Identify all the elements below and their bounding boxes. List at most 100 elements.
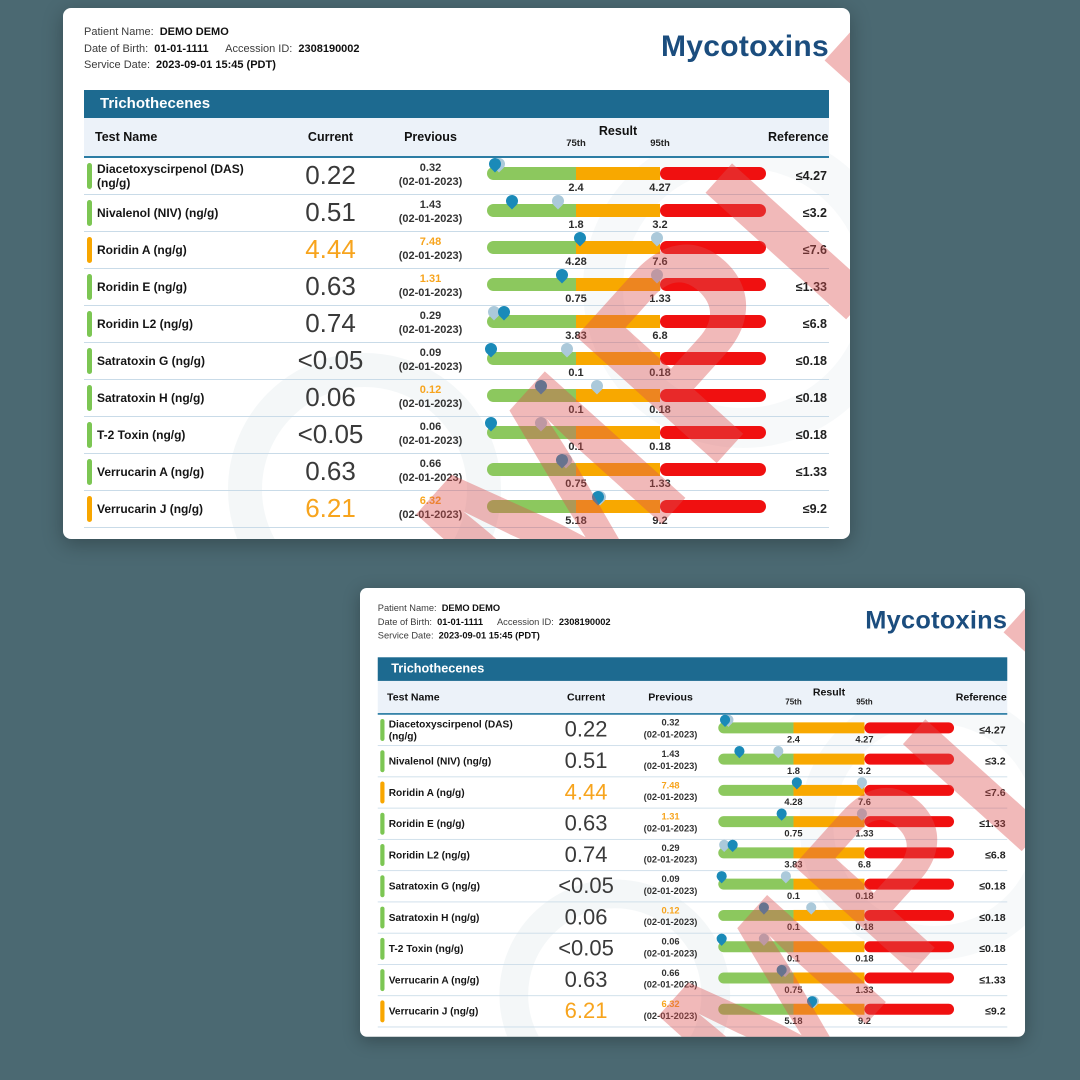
- status-pill: [380, 718, 385, 741]
- test-name-cell: T-2 Toxin (ng/g): [84, 417, 278, 453]
- p95-threshold-value: 6.8: [652, 329, 668, 342]
- result-scale-bar: [718, 972, 955, 984]
- p75-threshold-value: 3.83: [565, 329, 587, 342]
- scale-green-segment: [718, 940, 794, 952]
- result-scale-bar: [487, 499, 766, 513]
- current-value: <0.05: [558, 935, 614, 961]
- previous-value: 1.31: [419, 273, 442, 285]
- result-scale-cell: 4.28 7.6: [478, 229, 768, 268]
- result-scale-bar: [487, 240, 766, 254]
- status-pill: [87, 199, 92, 226]
- table-row: Diacetoxyscirpenol (DAS) (ng/g) 0.22 0.32(…: [377, 712, 1008, 746]
- previous-value: 0.12: [661, 905, 680, 916]
- test-name-cell: Satratoxin H (ng/g): [378, 902, 542, 932]
- previous-value: 0.12: [419, 384, 442, 396]
- p95-threshold-value: 0.18: [649, 366, 671, 379]
- result-scale-bar: [718, 815, 955, 827]
- scale-orange-segment: [576, 314, 660, 328]
- scale-green-segment: [487, 425, 577, 439]
- report-card: Patient Name: DEMO DEMO Date of Birth: 01-…: [360, 588, 1026, 1037]
- scale-green-segment: [718, 1003, 794, 1015]
- p75-threshold-value: 0.75: [784, 828, 803, 839]
- p95-threshold-value: 1.33: [649, 477, 671, 490]
- table-row: Roridin E (ng/g) 0.63 1.31 (02-01-2023) 0.75…: [377, 806, 1008, 840]
- current-value: 6.21: [305, 493, 356, 523]
- result-scale-cell: 0.1 0.18: [711, 899, 956, 932]
- scale-red-segment: [864, 972, 955, 984]
- status-pill: [87, 162, 92, 189]
- status-pill: [380, 906, 385, 929]
- scale-green-segment: [487, 351, 577, 365]
- current-value: 0.63: [305, 456, 356, 486]
- scale-green-segment: [487, 203, 577, 217]
- p95-threshold-value: 3.2: [858, 765, 871, 777]
- test-name-cell: Roridin L2 (ng/g): [84, 306, 278, 342]
- previous-date: (02-01-2023): [398, 249, 463, 262]
- previous-value: 0.29: [419, 310, 442, 322]
- previous-date: (02-01-2023): [398, 471, 463, 484]
- test-name: Nivalenol (NIV) (ng/g): [97, 205, 219, 220]
- previous-date: (02-01-2023): [398, 323, 463, 336]
- scale-green-segment: [718, 972, 794, 984]
- reference-range: ≤4.27: [795, 168, 827, 183]
- reference-range: ≤0.18: [979, 879, 1006, 892]
- current-value: <0.05: [297, 419, 364, 449]
- previous-cell: 0.12 (02-01-2023): [630, 902, 710, 932]
- column-header-previous: Previous: [648, 690, 693, 703]
- percentile-75-label: 75th: [566, 137, 586, 149]
- scale-orange-segment: [793, 784, 865, 796]
- status-pill: [380, 874, 385, 897]
- current-value: 6.21: [564, 997, 608, 1024]
- current-value: 0.63: [564, 966, 608, 992]
- status-pill: [380, 843, 385, 866]
- dob-value: 01-01-1111: [437, 617, 484, 628]
- p75-threshold-value: 1.8: [568, 218, 584, 231]
- p95-threshold-value: 9.2: [652, 514, 668, 527]
- scale-orange-segment: [793, 721, 865, 733]
- p75-threshold-value: 0.1: [787, 890, 800, 902]
- previous-cell: 0.09 (02-01-2023): [630, 871, 710, 901]
- status-pill: [380, 812, 385, 835]
- test-name-cell: Roridin E (ng/g): [84, 269, 278, 305]
- table-row: Roridin L2 (ng/g) 0.74 0.29 (02-01-2023) 3.8…: [84, 303, 829, 343]
- scale-orange-segment: [576, 277, 660, 291]
- status-pill: [87, 495, 92, 522]
- test-name: Roridin L2 (ng/g): [97, 316, 193, 331]
- column-header-previous: Previous: [404, 129, 457, 144]
- previous-value: 0.06: [419, 421, 442, 433]
- p95-threshold-value: 1.33: [855, 984, 874, 995]
- scale-red-segment: [659, 499, 766, 513]
- current-value: 0.74: [305, 308, 356, 338]
- result-scale-cell: 5.18 9.2: [711, 993, 956, 1027]
- previous-date: (02-01-2023): [643, 1010, 698, 1022]
- accession-label: Accession ID:: [225, 42, 293, 55]
- previous-value: 1.31: [661, 811, 680, 823]
- scale-orange-segment: [576, 240, 660, 254]
- p95-threshold-value: 4.27: [855, 734, 874, 745]
- previous-value: 0.32: [661, 718, 680, 729]
- table-body: Diacetoxyscirpenol (DAS) (ng/g) 0.22 0.32(…: [84, 155, 829, 528]
- service-date-value: 2023-09-01 15:45 (PDT): [156, 59, 276, 71]
- table-row: Satratoxin G (ng/g) <0.05 0.09 (02-01-2023)…: [377, 868, 1008, 902]
- current-value: 0.06: [305, 382, 356, 412]
- page-title: Mycotoxins: [660, 30, 829, 63]
- accession-label: Accession ID:: [496, 617, 554, 628]
- previous-cell: 7.48 (02-01-2023): [630, 777, 710, 807]
- result-scale-cell: 0.75 1.33: [478, 451, 768, 490]
- previous-cell: 0.09 (02-01-2023): [383, 343, 478, 379]
- result-label: Result: [598, 123, 638, 138]
- result-scale-bar: [487, 425, 766, 439]
- column-header-current: Current: [307, 129, 354, 144]
- scale-red-segment: [864, 721, 955, 733]
- scale-orange-segment: [793, 909, 865, 921]
- p95-threshold-value: 0.18: [649, 403, 671, 416]
- scale-red-segment: [659, 351, 766, 365]
- table-body: Diacetoxyscirpenol (DAS) (ng/g) 0.22 0.32(…: [377, 712, 1008, 1027]
- p75-threshold-value: 5.18: [784, 1015, 803, 1027]
- column-header-test-name: Test Name: [95, 129, 158, 144]
- p95-threshold-value: 0.18: [855, 953, 874, 964]
- previous-value: 6.32: [419, 495, 442, 507]
- percentile-75-label: 75th: [785, 697, 802, 707]
- test-name: Roridin L2 (ng/g): [388, 848, 470, 861]
- result-scale-cell: 0.1 0.18: [478, 414, 768, 453]
